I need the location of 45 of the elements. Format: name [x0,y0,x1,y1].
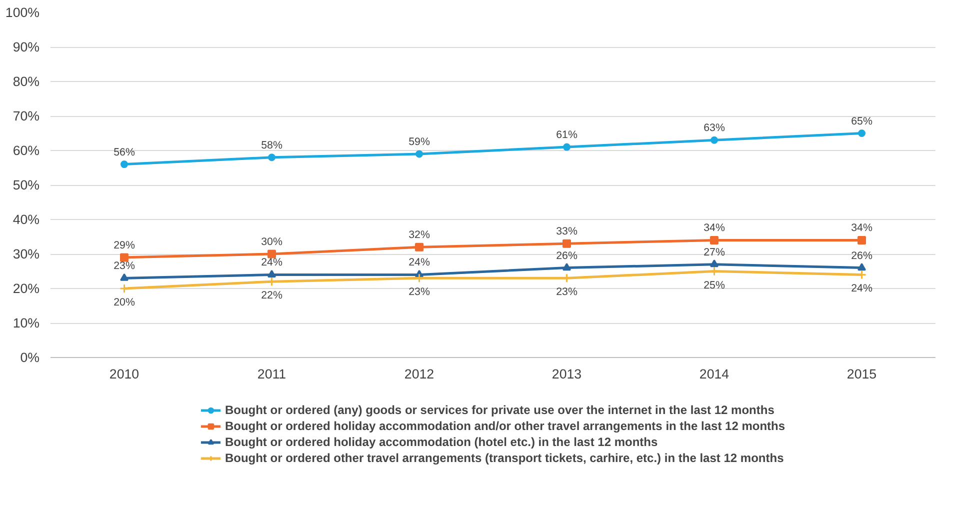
data-label: 20% [114,296,136,308]
y-tick-label: 90% [12,40,40,54]
y-tick-label: 80% [12,74,40,89]
x-tick-label: 2011 [257,366,286,382]
data-label: 63% [704,122,726,134]
data-label: 27% [704,246,726,258]
x-tick-label: 2013 [552,366,582,382]
data-label: 34% [704,222,726,234]
y-tick-label: 20% [12,281,40,296]
x-tick-label: 2014 [699,366,730,382]
data-label: 24% [408,256,430,269]
data-label: 24% [261,256,283,269]
data-label: 32% [408,229,430,242]
legend-label: Bought or ordered holiday accommodation (hotel etc.) in the last 12 months [224,434,658,448]
data-label: 56% [114,146,136,158]
data-label: 61% [556,129,578,142]
data-label: 23% [408,286,430,298]
data-label: 25% [704,279,726,292]
y-tick-label: 70% [12,108,40,124]
legend-label: Bought or ordered other travel arrangements (transport tickets, carhire, etc.) in the last 12 months [224,450,784,464]
data-label: 24% [851,282,873,295]
x-tick-label: 2012 [404,366,434,382]
legend-label: Bought or ordered holiday accommodation and/or other travel arrangements in the last 12 months [224,418,786,432]
data-label: 65% [851,115,873,128]
x-tick-label: 2015 [846,366,877,382]
data-label: 59% [408,136,430,148]
data-label: 29% [114,239,136,252]
y-tick-label: 60% [12,143,40,158]
y-tick-label: 50% [12,178,40,192]
data-label: 33% [556,226,578,238]
x-tick-label: 2010 [109,366,140,382]
legend-label: Bought or ordered (any) goods or services for private use over the internet in the last 12 months [224,402,774,416]
data-label: 58% [261,139,283,152]
y-tick-label: 30% [12,246,40,262]
data-label: 22% [261,290,283,302]
y-tick-label: 100% [5,5,40,20]
y-tick-label: 0% [20,350,40,365]
data-label: 26% [556,250,578,262]
data-label: 23% [556,286,578,298]
data-label: 26% [851,250,873,262]
data-label: 30% [261,236,283,248]
data-label: 34% [851,222,873,234]
data-label: 23% [114,260,136,272]
y-tick-label: 10% [12,316,40,330]
y-tick-label: 40% [12,212,40,227]
